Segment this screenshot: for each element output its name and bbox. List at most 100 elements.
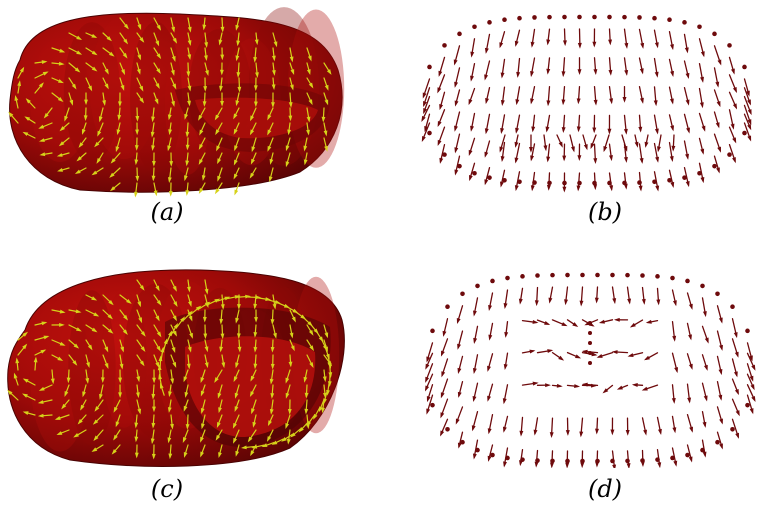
vector-arrow <box>671 289 677 307</box>
vector-arrow <box>269 399 274 415</box>
vector-arrow <box>151 167 156 182</box>
vector-arrow <box>58 137 70 147</box>
vector-arrow <box>323 122 328 137</box>
vector-arrow <box>187 279 191 293</box>
vector-arrow <box>521 319 539 324</box>
vector-arrow <box>580 450 585 468</box>
vector-arrow <box>593 172 598 191</box>
vector-arrow <box>247 429 257 443</box>
vector-dot <box>430 402 435 408</box>
vector-arrow <box>473 325 479 344</box>
vector-arrow <box>576 114 581 133</box>
vector-arrow <box>233 167 240 180</box>
vector-dot <box>715 291 720 297</box>
vector-arrow <box>743 104 752 126</box>
vector-arrow <box>68 324 82 332</box>
vector-arrow <box>502 384 509 405</box>
vector-arrow <box>83 107 88 121</box>
vector-arrow <box>235 17 240 31</box>
vector-arrow <box>136 384 140 399</box>
vector-arrow <box>289 309 296 323</box>
vector-arrow <box>134 444 139 459</box>
vector-arrow <box>285 384 291 399</box>
vector-dot <box>562 14 567 20</box>
vector-arrow <box>653 29 659 49</box>
vector-arrow <box>549 450 554 468</box>
vector-arrow <box>17 331 29 341</box>
vector-arrow <box>13 372 19 386</box>
vector-arrow <box>66 369 71 384</box>
vector-arrow <box>150 429 155 445</box>
vector-arrow <box>306 107 311 123</box>
vector-arrow <box>187 77 192 92</box>
vector-arrow <box>716 355 723 376</box>
vector-arrow <box>671 352 679 374</box>
vector-dot <box>745 402 750 408</box>
vector-arrow <box>204 354 209 369</box>
vector-arrow <box>182 429 189 443</box>
vector-arrow <box>237 77 242 93</box>
vector-arrow <box>485 87 491 105</box>
vector-arrow <box>562 28 567 47</box>
vector-arrow <box>183 444 189 458</box>
vector-arrow <box>204 279 209 295</box>
vector-arrow <box>185 152 190 167</box>
vector-arrow <box>484 140 491 158</box>
vector-arrow <box>102 62 109 75</box>
vector-arrow <box>556 134 563 148</box>
vector-arrow <box>76 152 87 162</box>
vector-arrow <box>516 57 521 78</box>
vector-dot <box>727 43 732 48</box>
vector-arrow <box>68 77 77 90</box>
vector-arrow <box>500 86 506 106</box>
vector-arrow <box>64 107 70 122</box>
vector-arrow <box>51 61 65 66</box>
vector-arrow <box>218 32 223 46</box>
vector-arrow <box>220 47 225 61</box>
vector-arrow <box>202 92 207 107</box>
vector-arrow <box>214 107 223 121</box>
vector-arrow <box>136 354 145 367</box>
vector-arrow <box>85 369 90 384</box>
vector-arrow <box>306 324 314 336</box>
vector-arrow <box>440 418 449 437</box>
vector-arrow <box>551 351 565 361</box>
vector-dot <box>712 31 717 37</box>
vector-arrow <box>613 317 629 322</box>
vector-arrow <box>608 28 613 46</box>
vector-arrow <box>746 342 753 362</box>
vector-arrow <box>61 399 70 410</box>
vector-arrow <box>187 17 192 33</box>
vector-arrow <box>151 137 155 152</box>
vector-dot <box>730 426 735 432</box>
vector-arrow <box>236 62 241 78</box>
vector-arrow <box>423 87 431 108</box>
vector-arrow <box>170 339 176 354</box>
vector-arrow <box>303 152 308 166</box>
vector-arrow <box>731 418 739 439</box>
vector-arrow <box>518 449 524 467</box>
vector-arrow <box>269 152 274 165</box>
vector-dot <box>475 283 480 289</box>
vector-arrow <box>22 393 36 401</box>
vector-arrow <box>136 279 145 291</box>
vector-dot <box>727 152 732 157</box>
vector-arrow <box>638 143 644 164</box>
vector-arrow <box>623 28 629 49</box>
vector-arrow <box>593 143 598 165</box>
vector-arrow <box>247 295 262 300</box>
vector-arrow <box>57 167 70 172</box>
vector-field-d <box>424 272 756 468</box>
vector-arrow <box>565 417 570 436</box>
vector-dot <box>547 14 552 20</box>
vector-arrow <box>701 439 707 458</box>
vector-dot <box>637 15 642 20</box>
vector-arrow <box>85 32 98 38</box>
vector-arrow <box>534 449 539 468</box>
vector-arrow <box>424 373 434 392</box>
vector-arrow <box>135 107 140 122</box>
vector-arrow <box>85 309 100 317</box>
vector-arrow <box>233 107 240 120</box>
vector-arrow <box>616 384 629 390</box>
vector-arrow <box>17 66 25 79</box>
